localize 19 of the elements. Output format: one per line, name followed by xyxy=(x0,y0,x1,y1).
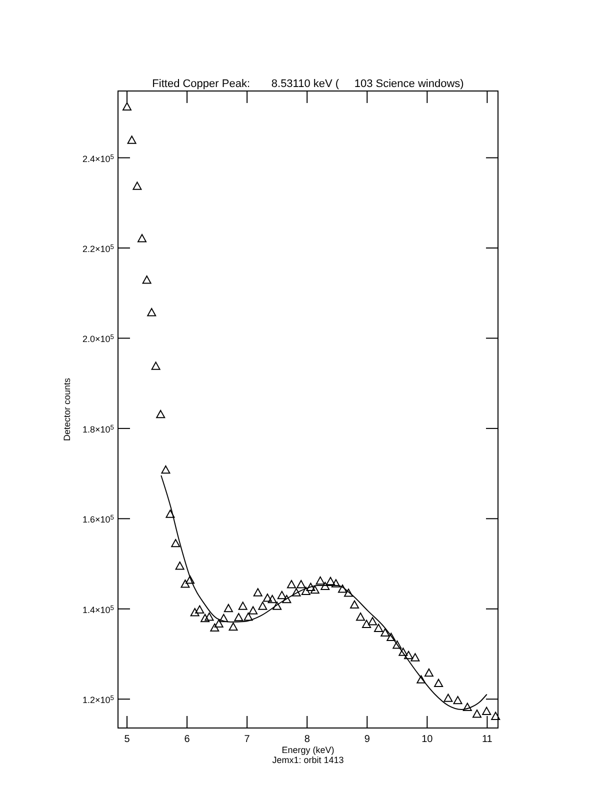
y-tick-label: 2.2×10$^{5}$ xyxy=(82,243,114,254)
y-tick-label: 1.2×10$^{5}$ xyxy=(82,694,114,706)
x-tick-label: 10 xyxy=(422,734,434,745)
x-tick-label: 8 xyxy=(304,734,310,745)
y-tick-label: 2.4×10$^{5}$ xyxy=(82,153,114,164)
x-tick-label: 9 xyxy=(364,734,370,745)
y-tick-label: 1.6×10$^{5}$ xyxy=(82,514,114,525)
x-axis-title: Energy (keV) xyxy=(282,745,334,755)
x-tick-label: 6 xyxy=(184,734,190,745)
line-series xyxy=(160,475,488,710)
y-axis-title: Detector counts xyxy=(62,377,72,442)
x-tick-label: 7 xyxy=(244,734,250,745)
chart-title: Fitted Copper Peak: 8.53110 keV ( 103 Science windows) xyxy=(152,78,464,90)
y-tick-label: 2.0×10$^{5}$ xyxy=(82,334,114,344)
x-tick-label: 5 xyxy=(124,734,130,745)
text: Jemx1: orbit 1413 xyxy=(272,755,344,765)
y-tick-label: 1.4×10$^{5}$ xyxy=(82,604,114,615)
y-tick-label: 1.8×10$^{5}$ xyxy=(82,424,114,434)
x-tick-label: 11 xyxy=(482,734,493,745)
